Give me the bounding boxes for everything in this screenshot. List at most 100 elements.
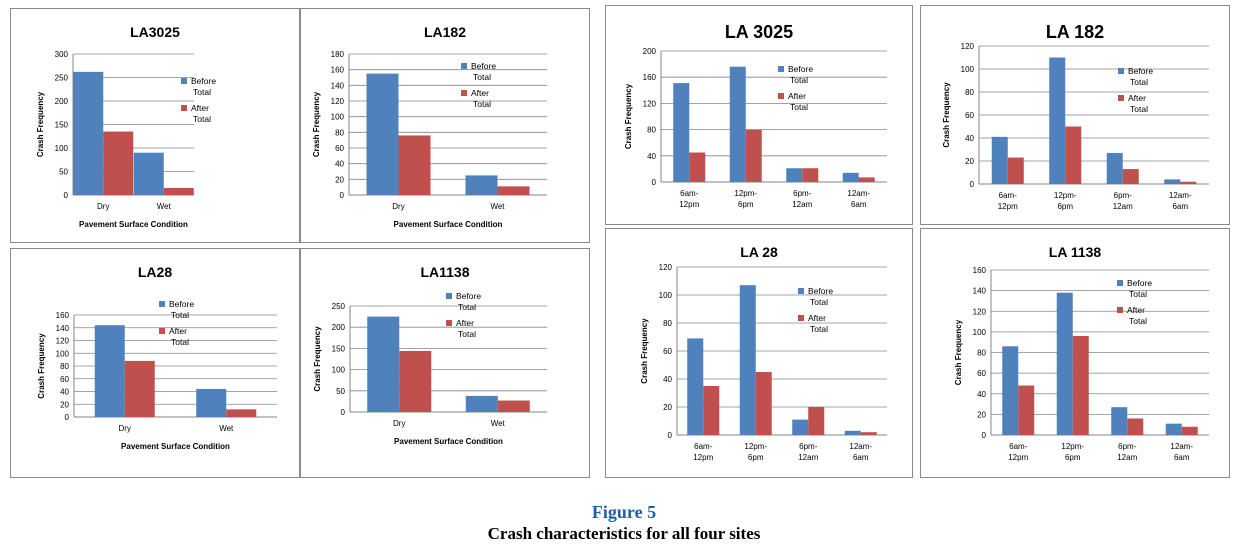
bar-before <box>367 316 400 412</box>
bar-after <box>755 372 772 435</box>
y-tick-label: 40 <box>965 134 974 143</box>
legend-label: Total <box>1129 316 1147 326</box>
x-tick-label: 6pm- <box>1114 191 1133 200</box>
x-tick-label: Dry <box>392 202 404 211</box>
x-tick-label: 12pm- <box>1054 191 1077 200</box>
chart-title: LA28 <box>138 264 172 280</box>
legend-label: Total <box>171 337 189 347</box>
x-tick-label: 6am- <box>694 442 713 451</box>
x-tick-label: Wet <box>219 424 234 433</box>
bar-after <box>497 400 530 412</box>
legend-swatch-before <box>1117 280 1123 286</box>
y-tick-label: 20 <box>977 410 986 419</box>
legend-swatch-after <box>181 105 187 111</box>
legend-swatch-before <box>461 63 467 69</box>
chart-title: LA 3025 <box>725 22 793 42</box>
legend-label: Total <box>193 114 211 124</box>
legend-swatch-after <box>778 93 784 99</box>
y-tick-label: 20 <box>335 175 344 184</box>
legend-label: After <box>169 326 187 336</box>
y-tick-label: 160 <box>56 311 70 320</box>
y-tick-label: 120 <box>961 42 975 51</box>
y-tick-label: 0 <box>341 408 346 417</box>
bar-before <box>1164 179 1181 184</box>
legend-label: Before <box>788 64 813 74</box>
bar-after <box>163 187 194 195</box>
y-tick-label: 40 <box>977 390 986 399</box>
legend-label: Total <box>171 310 189 320</box>
x-tick-label: 12pm <box>693 453 713 462</box>
chart-title: LA182 <box>424 24 466 40</box>
y-tick-label: 140 <box>331 81 345 90</box>
y-tick-label: 250 <box>332 302 346 311</box>
legend-swatch-after <box>446 320 452 326</box>
legend-swatch-after <box>461 90 467 96</box>
bar-after <box>1181 426 1198 435</box>
legend-label: Total <box>810 324 828 334</box>
legend-label: Total <box>1130 104 1148 114</box>
y-tick-label: 250 <box>55 74 69 83</box>
y-axis-title: Crash Frequency <box>640 318 649 384</box>
y-tick-label: 20 <box>60 400 69 409</box>
legend-label: Before <box>456 291 481 301</box>
y-tick-label: 20 <box>663 403 672 412</box>
bar-after <box>1018 385 1035 435</box>
x-tick-label: 6pm <box>748 453 764 462</box>
x-tick-label: 6am <box>1174 453 1190 462</box>
x-tick-label: 12am- <box>1170 442 1193 451</box>
y-tick-label: 80 <box>647 126 656 135</box>
bar-after <box>703 386 720 435</box>
x-tick-label: 6pm <box>738 200 754 209</box>
x-tick-label: 12pm- <box>744 442 767 451</box>
y-tick-label: 150 <box>332 344 346 353</box>
legend-label: After <box>191 103 209 113</box>
x-tick-label: Wet <box>157 202 172 211</box>
legend-label: Total <box>193 87 211 97</box>
legend-label: After <box>471 88 489 98</box>
figure-caption: Crash characteristics for all four sites <box>487 524 761 543</box>
bar-before <box>729 66 746 182</box>
legend-swatch-before <box>1118 68 1124 74</box>
x-tick-label: Dry <box>393 419 405 428</box>
chart-panel-la182-surface: LA182 0 20 40 60 80 100 120 140 160 180 Dry Wet Pavem… <box>300 8 590 243</box>
legend-label: After <box>1128 93 1146 103</box>
y-tick-label: 50 <box>336 387 345 396</box>
chart-svg: LA3025 0 50 100 150 200 250 300 Dry Wet Pavement S… <box>36 24 216 229</box>
y-tick-label: 200 <box>643 47 657 56</box>
legend-label: Before <box>808 286 833 296</box>
x-tick-label: 12am- <box>847 189 870 198</box>
x-tick-label: 12am <box>1113 202 1133 211</box>
y-axis-title: Crash Frequency <box>954 319 963 385</box>
y-tick-label: 160 <box>643 73 657 82</box>
legend-swatch-before <box>798 288 804 294</box>
chart-svg: LA182 0 20 40 60 80 100 120 140 160 180 Dry Wet Pavem… <box>312 24 547 229</box>
x-tick-label: 6am- <box>999 191 1018 200</box>
bar-after <box>103 131 134 195</box>
bar-before <box>687 338 704 435</box>
legend-swatch-after <box>1118 95 1124 101</box>
bar-after <box>398 135 431 195</box>
y-tick-label: 140 <box>56 324 70 333</box>
y-tick-label: 100 <box>973 328 987 337</box>
legend-swatch-before <box>778 66 784 72</box>
bar-before <box>673 83 690 182</box>
y-axis-title: Crash Frequency <box>37 333 46 399</box>
chart-title: LA 28 <box>740 244 778 260</box>
bar-before <box>844 430 861 435</box>
legend-label: Before <box>1128 66 1153 76</box>
chart-panel-la1138-time: LA 1138 0 20 40 60 80 100 120 140 160 6am- 12pm 12pm… <box>920 228 1230 478</box>
y-tick-label: 120 <box>643 99 657 108</box>
legend-label: Total <box>458 302 476 312</box>
bar-after <box>1065 126 1082 184</box>
legend-swatch-before <box>159 301 165 307</box>
chart-svg: LA 3025 0 40 80 120 160 200 6am- 12pm 12pm- 6pm 6pm… <box>624 22 887 209</box>
legend-label: Total <box>473 72 491 82</box>
x-tick-label: 12pm <box>679 200 699 209</box>
x-tick-label: 6pm <box>1057 202 1073 211</box>
x-tick-label: 6pm- <box>799 442 818 451</box>
y-tick-label: 80 <box>977 349 986 358</box>
bar-before <box>94 325 125 417</box>
y-tick-label: 150 <box>55 121 69 130</box>
bar-after <box>689 152 706 182</box>
chart-svg: LA 28 0 20 40 60 80 100 120 6am- 12pm 12pm- 6pm 6pm-… <box>640 244 887 462</box>
